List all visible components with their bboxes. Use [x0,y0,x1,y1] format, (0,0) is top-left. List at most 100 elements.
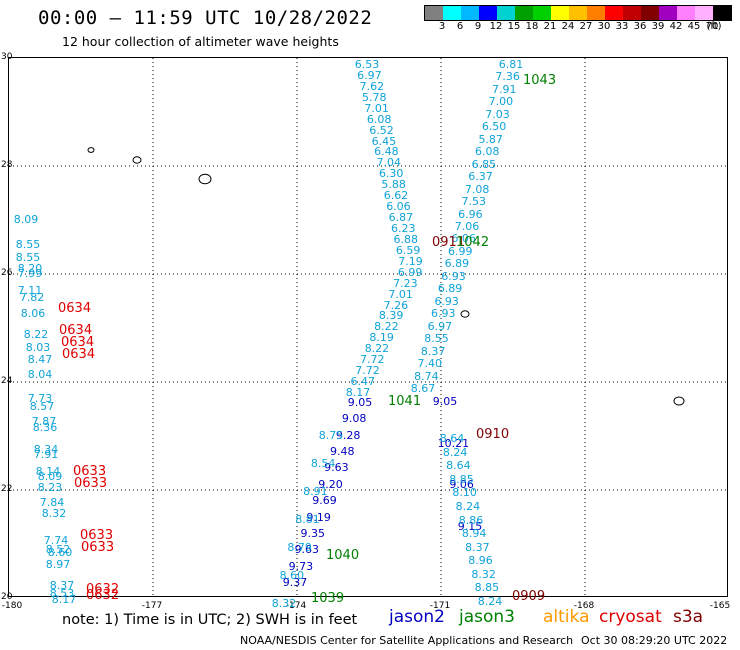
wave-height-value: 6.47 [350,375,375,389]
wave-height-value: 8.22 [374,320,399,334]
wave-height-value: 7.62 [359,79,385,93]
wave-height-value: 6.59 [395,243,421,257]
island-outline [132,156,142,164]
wave-height-value: 7.72 [355,364,380,378]
wave-height-value: 8.09 [37,470,63,483]
wave-height-value: 8.85 [449,472,474,486]
pass-time-label: 0633 [74,476,108,491]
scale-label: 39 [651,21,665,32]
wave-height-value: 8.24 [442,445,468,459]
pass-time-label: 1039 [311,591,345,606]
wave-height-value: 7.00 [488,95,514,109]
longitude-label: -165 [709,601,731,611]
wave-height-value: 6.99 [397,265,423,279]
pass-time-label: 0634 [61,335,95,350]
wave-height-value: 8.53 [49,587,75,600]
latitude-label: 30 [1,52,13,62]
longitude-label: -174 [285,601,307,611]
wave-height-value: 6.53 [354,58,380,71]
wave-height-value: 8.04 [27,368,53,381]
longitude-label: -177 [141,601,163,611]
wave-height-value: 8.37 [420,344,446,358]
wave-height-value: 8.32 [41,507,67,520]
scale-swatch [587,6,605,20]
wave-height-value: 7.40 [417,357,443,371]
legend-jason3: jason3 [459,607,515,627]
legend-s3a: s3a [673,607,704,627]
wave-height-value: 7.53 [461,195,487,209]
latitude-label: 22 [1,484,13,494]
wave-height-value: 8.67 [410,382,436,395]
wave-height-value: 6.50 [481,120,507,134]
scale-swatch [569,6,587,20]
wave-height-value: 6.88 [393,232,418,246]
wave-height-value: 8.24 [477,595,503,608]
scale-swatch [551,6,569,20]
wave-height-value: 9.35 [300,526,325,540]
wave-height-value: 10.21 [437,436,470,450]
wave-height-value: 6.87 [388,211,414,225]
wave-height-value: 7.01 [388,287,413,301]
wave-height-value: 7.73 [27,392,53,405]
wave-height-value: 8.17 [345,386,371,399]
scale-swatch [515,6,533,20]
wave-height-value: 8.24 [455,499,481,513]
wave-height-value: 7.72 [359,353,385,367]
scale-swatch [695,6,713,20]
wave-height-value: 8.55 [424,332,449,346]
scale-swatch [425,6,443,20]
wave-height-value: 6.45 [371,134,397,148]
wave-height-value: 6.96 [458,207,483,221]
scale-label: 30 [597,21,611,32]
wave-height-value: 8.22 [23,328,49,341]
color-scale-labels: 3 6 9 12 15 18 21 24 27 30 33 36 39 42 45 70 (ft) [424,21,728,33]
scale-swatch [641,6,659,20]
wave-height-value: 8.86 [458,513,484,527]
wave-height-value: 6.08 [475,145,500,159]
wave-height-value: 8.79 [287,541,312,554]
page-subtitle: 12 hour collection of altimeter wave hei… [62,34,339,49]
wave-height-value: 6.93 [431,307,456,321]
pass-time-label: 0633 [81,540,115,555]
wave-height-value: 8.22 [364,342,390,356]
scale-swatch [533,6,551,20]
wave-height-value: 9.06 [449,478,474,492]
wave-height-value: 6.99 [447,244,473,258]
map-frame[interactable] [8,57,729,598]
scale-label: (ft) [706,21,722,32]
wave-height-value: 8.47 [27,353,53,366]
wave-height-value: 9.63 [294,543,320,557]
wave-height-value: 5.88 [381,178,406,192]
wave-height-value: 8.23 [37,481,63,494]
wave-height-value: 6.62 [383,189,409,203]
wave-height-value: 8.74 [414,369,439,383]
latitude-label: 26 [1,268,13,278]
wave-height-value: 8.36 [32,421,58,434]
wave-height-value: 8.64 [446,459,471,473]
wave-height-value: 8.32 [471,567,496,581]
wave-height-value: 8.14 [35,465,61,478]
wave-height-value: 7.06 [454,220,480,233]
wave-height-value: 8.55 [15,251,41,264]
wave-height-value: 7.74 [43,534,69,547]
scale-label: 33 [615,21,629,32]
scale-label: 36 [633,21,647,32]
scale-swatch [605,6,623,20]
pass-time-label: 0910 [476,427,510,442]
pass-time-label: 1041 [388,394,422,409]
wave-height-value: 9.15 [457,520,483,533]
wave-height-value: 8.32 [271,597,297,610]
latitude-label: 24 [1,376,13,386]
scale-label: 24 [561,21,575,32]
wave-height-value: 8.75 [318,429,344,442]
pass-time-label: 1042 [456,235,490,250]
pass-time-label: 1043 [523,73,557,88]
wave-height-value: 8.91 [303,485,328,498]
wave-height-value: 6.89 [437,282,463,296]
wave-height-value: 7.84 [39,496,65,509]
wave-height-value: 7.26 [383,298,409,312]
pass-time-label: 0909 [512,589,546,604]
pass-time-label: 0634 [62,347,96,362]
wave-height-value: 6.37 [468,170,493,184]
wave-height-value: 8.81 [295,513,320,526]
